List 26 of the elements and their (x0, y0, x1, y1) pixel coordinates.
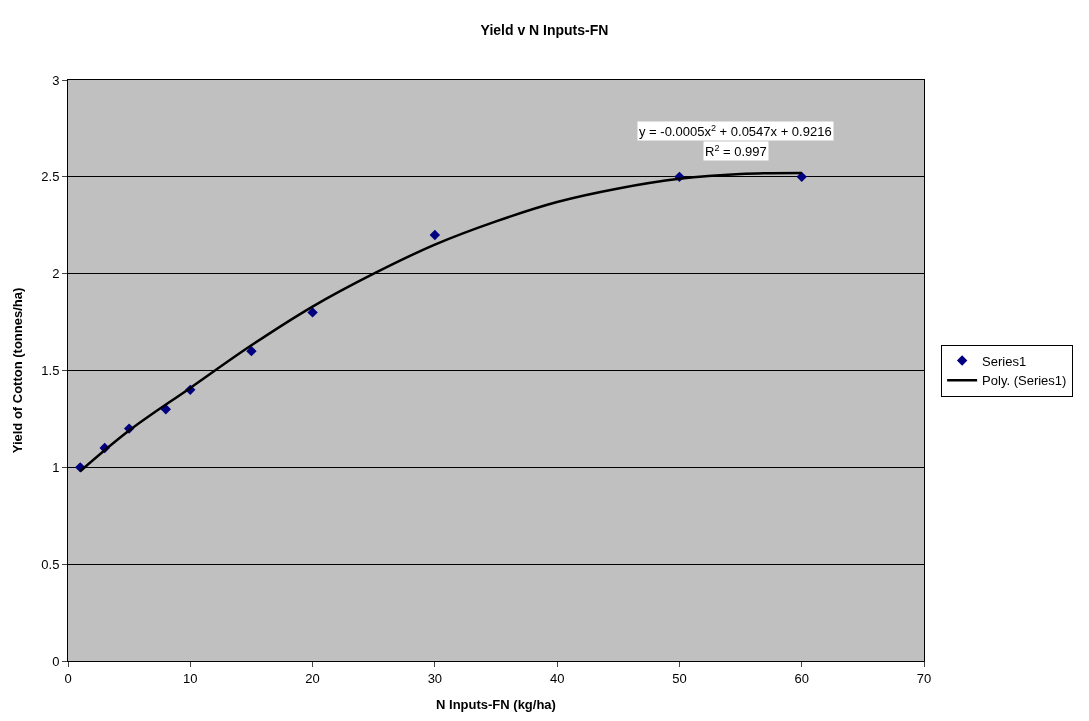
y-tick-label: 1.5 (41, 363, 60, 379)
legend-label: Poly. (Series1) (982, 373, 1067, 389)
x-tick-label: 40 (549, 670, 565, 686)
x-tick-label: 20 (305, 670, 320, 686)
x-tick-label: 50 (672, 670, 687, 686)
y-tick-label: 2 (52, 266, 60, 282)
x-tick-label: 10 (183, 670, 198, 686)
point (307, 307, 318, 318)
point (796, 171, 807, 183)
point (429, 229, 441, 241)
y-tick-label: 2.5 (41, 169, 60, 185)
x-tick-label: 30 (427, 670, 443, 686)
y-tick-label: 0.5 (41, 556, 60, 572)
x-tick-label: 60 (794, 670, 809, 686)
legend-label: Series1 (982, 353, 1027, 369)
y-tick-label: 3 (52, 72, 60, 88)
x-tick-label: 0 (64, 670, 72, 686)
x-axis-title: N Inputs-FN (kg/ha) (436, 697, 556, 713)
annotation: R$^{2}$ = 0.997 (705, 143, 767, 160)
y-axis-title: Yield of Cotton (tonnes/ha) (10, 287, 26, 454)
annotation: y = -0.0005x$^{2}$ + 0.0547x + 0.9216 (639, 123, 832, 140)
x-tick-label: 70 (916, 670, 932, 686)
y-tick-label: 0 (52, 653, 60, 669)
point (246, 345, 257, 357)
chart-title: Yield v N Inputs-FN (480, 22, 609, 39)
y-tick-label: 1 (52, 459, 60, 475)
